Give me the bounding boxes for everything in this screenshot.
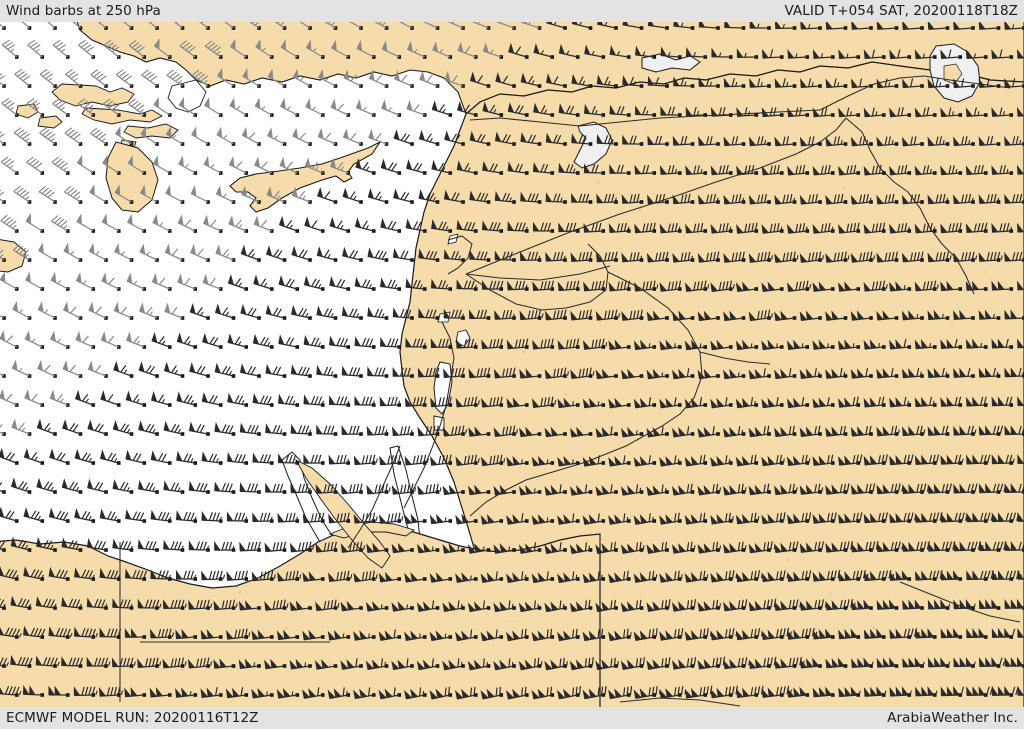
footer-bar: ECMWF MODEL RUN: 20200116T12Z ArabiaWeat…	[0, 707, 1024, 729]
basemap-layer	[0, 22, 1024, 707]
valid-time-label: VALID T+054 SAT, 20200118T18Z	[784, 3, 1018, 19]
map-viewport[interactable]	[0, 22, 1024, 707]
header-bar: Wind barbs at 250 hPa VALID T+054 SAT, 2…	[0, 0, 1024, 22]
page-title: Wind barbs at 250 hPa	[6, 3, 161, 19]
provider-label: ArabiaWeather Inc.	[887, 710, 1018, 726]
model-run-label: ECMWF MODEL RUN: 20200116T12Z	[6, 710, 259, 726]
